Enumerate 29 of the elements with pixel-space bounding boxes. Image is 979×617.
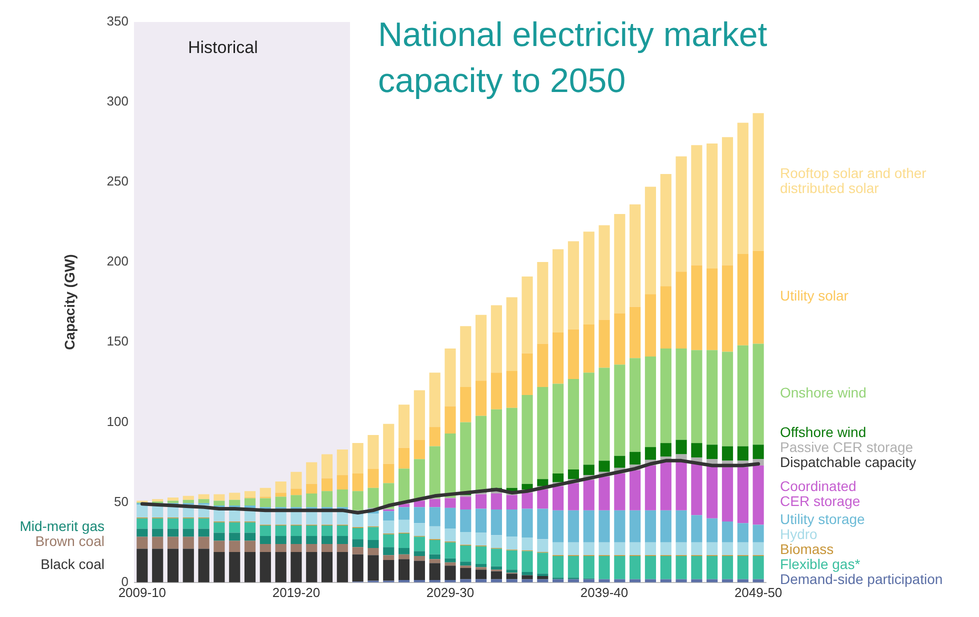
x-tick-label: 2049-50 <box>734 584 782 600</box>
series-label: Flexible gas* <box>780 556 861 572</box>
y-tick-label: 50 <box>114 494 128 509</box>
series-label: Biomass <box>780 541 834 558</box>
y-tick-label: 100 <box>106 414 128 429</box>
y-tick-label: 150 <box>106 334 128 349</box>
series-label: Coordinated CER storage <box>780 478 860 509</box>
series-label: Offshore wind <box>780 424 866 440</box>
series-label: Rooftop solar and other distributed solar <box>780 164 927 196</box>
series-label: Passive CER storage <box>780 439 914 456</box>
series-label: Dispatchable capacity <box>780 454 916 470</box>
y-tick-label: 250 <box>106 174 128 189</box>
text: National electricity market capacity to 2050 <box>378 15 768 102</box>
series-label: Demand-side participation <box>780 571 943 588</box>
series-label: Utility solar <box>780 288 849 304</box>
x-tick-label: 2039-40 <box>580 584 628 600</box>
y-tick-label: 200 <box>106 254 128 269</box>
series-label: Hydro <box>780 526 818 542</box>
series-label: Utility storage <box>780 511 866 528</box>
x-tick-label: 2029-30 <box>426 584 474 600</box>
series-label: Onshore wind <box>780 384 866 401</box>
y-axis-title: Capacity (GW) <box>61 254 78 350</box>
text: Black coal <box>40 556 104 572</box>
annotation: Historical <box>188 38 258 58</box>
y-tick-label: 350 <box>106 13 128 28</box>
text: Brown coal <box>35 533 104 550</box>
y-tick-label: 300 <box>106 93 128 108</box>
x-tick-label: 2019-20 <box>272 584 320 600</box>
text: Mid-merit gas <box>20 518 104 534</box>
